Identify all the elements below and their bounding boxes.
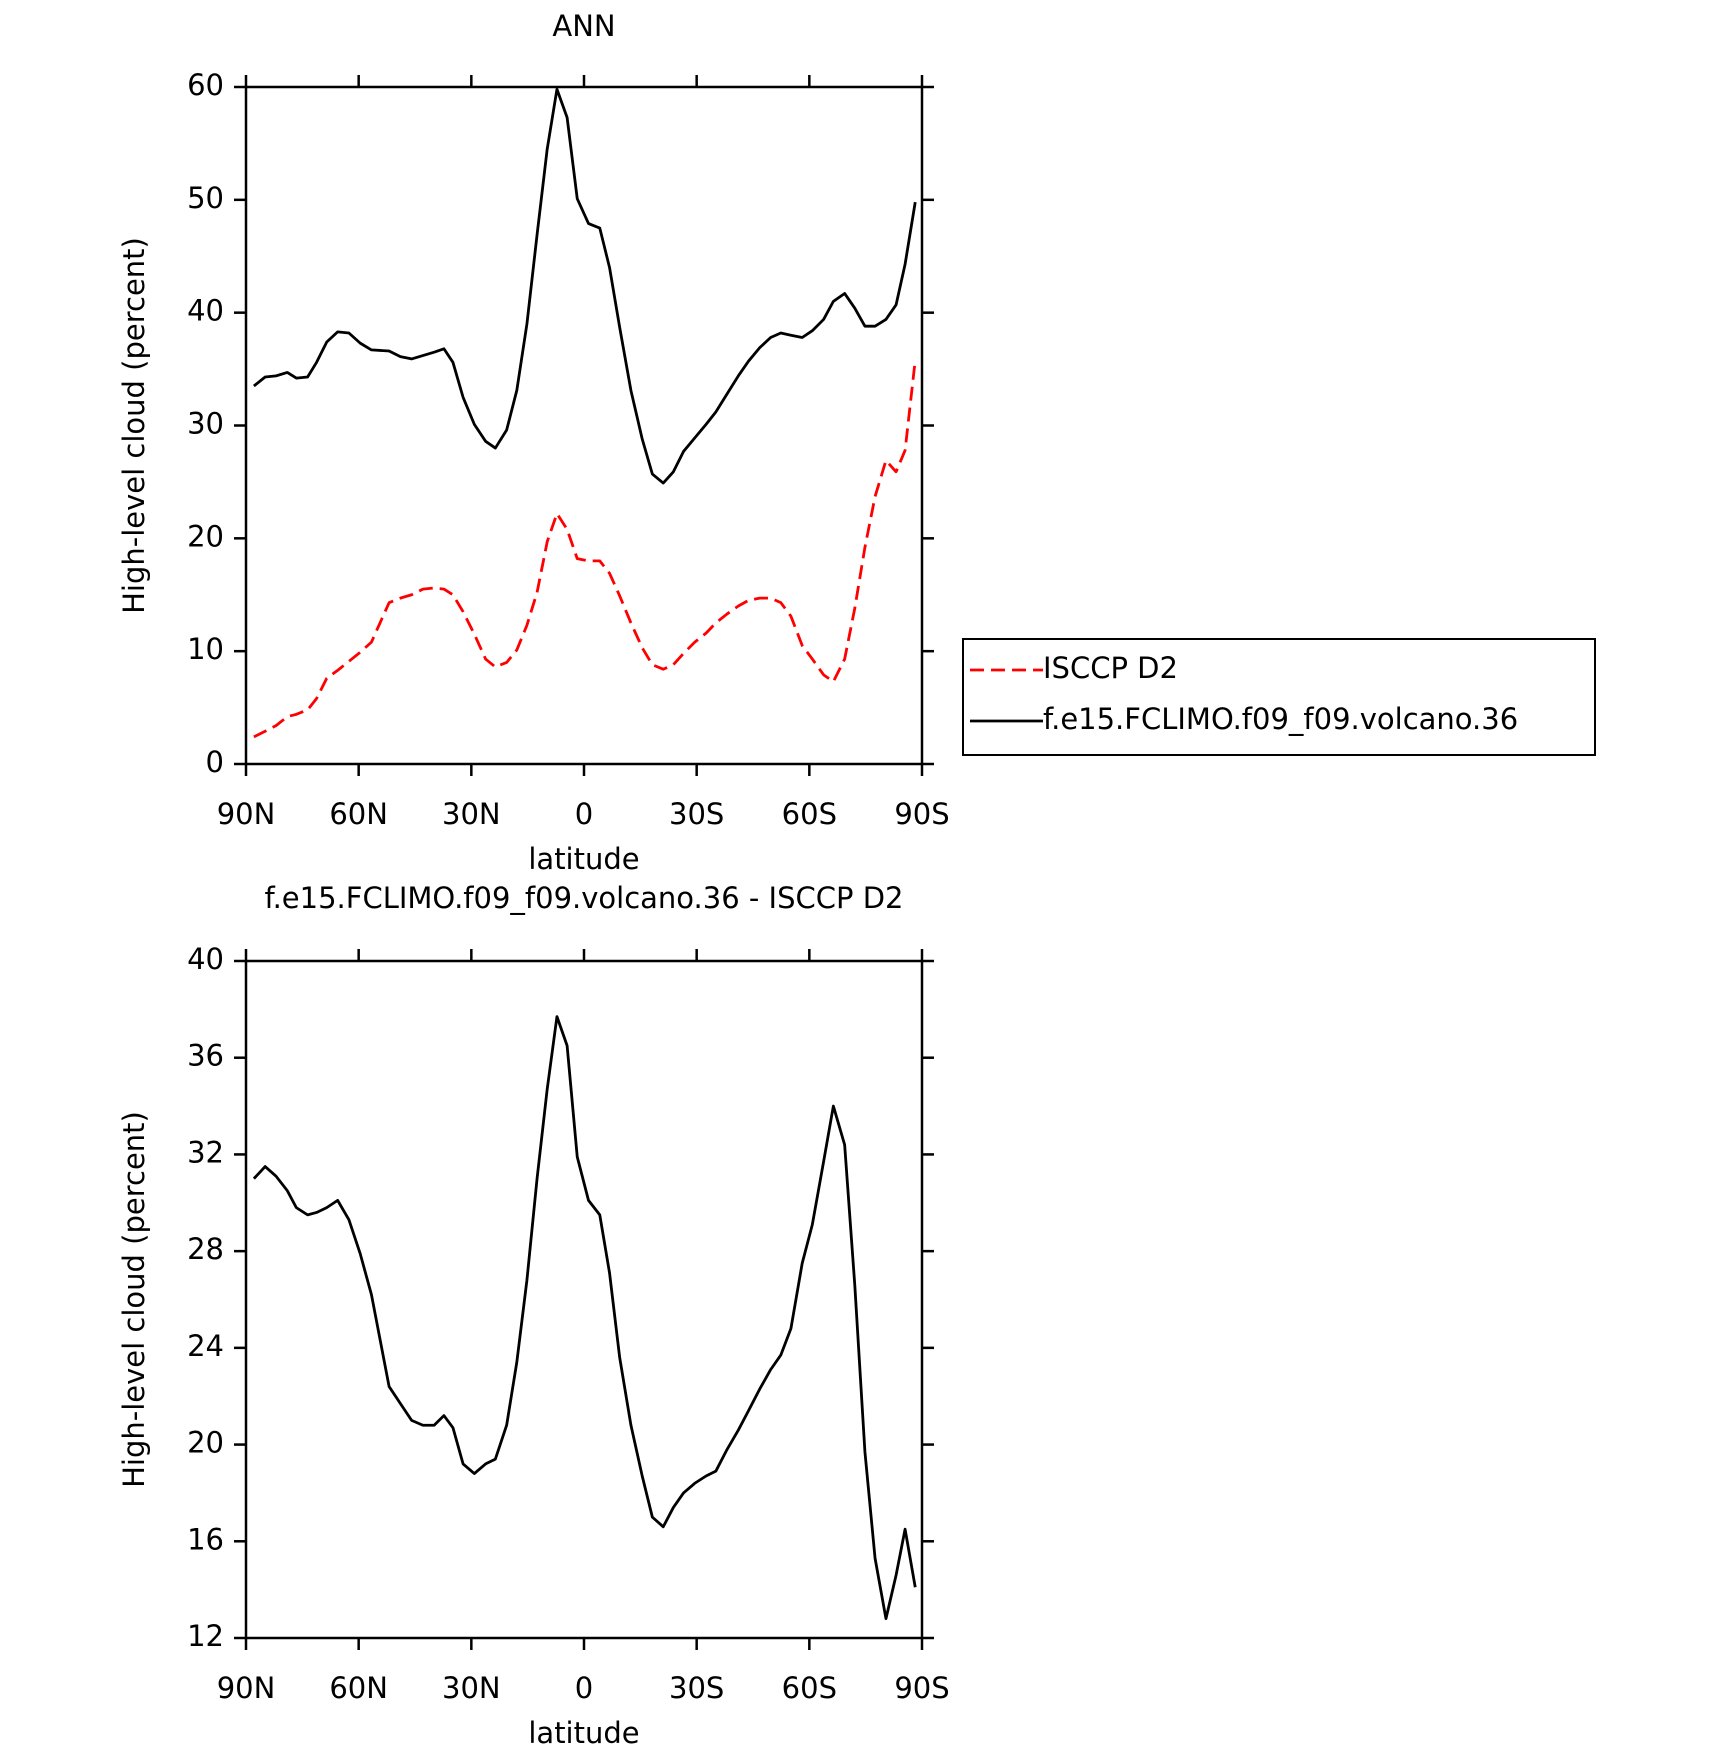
series-line bbox=[253, 87, 917, 485]
y-axis-label: High-level cloud (percent) bbox=[117, 1111, 151, 1488]
x-axis-label: latitude bbox=[528, 1716, 639, 1750]
y-tick-label: 30 bbox=[187, 407, 224, 441]
x-tick-label: 60S bbox=[782, 797, 837, 831]
y-tick-label: 28 bbox=[187, 1232, 224, 1266]
y-tick-label: 50 bbox=[187, 181, 224, 215]
y-tick-label: 10 bbox=[187, 632, 224, 666]
y-tick-label: 40 bbox=[187, 294, 224, 328]
y-tick-label: 20 bbox=[187, 519, 224, 553]
y-tick-label: 40 bbox=[187, 942, 224, 976]
x-axis-label: latitude bbox=[528, 842, 639, 876]
plot-frame bbox=[244, 959, 924, 1640]
y-tick-label: 32 bbox=[187, 1135, 224, 1169]
x-tick-label: 0 bbox=[575, 797, 593, 831]
legend-box bbox=[962, 638, 1596, 756]
x-tick-label: 90S bbox=[894, 1671, 949, 1705]
series-line bbox=[253, 359, 917, 739]
chart-title: ANN bbox=[552, 9, 615, 43]
x-tick-label: 60N bbox=[329, 797, 388, 831]
y-tick-label: 12 bbox=[187, 1619, 224, 1653]
chart-title: f.e15.FCLIMO.f09_f09.volcano.36 - ISCCP … bbox=[264, 881, 903, 915]
y-tick-label: 24 bbox=[187, 1329, 224, 1363]
x-tick-label: 30N bbox=[442, 1671, 501, 1705]
x-tick-label: 90N bbox=[217, 797, 276, 831]
y-tick-label: 0 bbox=[206, 745, 224, 779]
x-tick-label: 60N bbox=[329, 1671, 388, 1705]
y-tick-label: 36 bbox=[187, 1039, 224, 1073]
y-tick-label: 60 bbox=[187, 68, 224, 102]
x-tick-label: 30N bbox=[442, 797, 501, 831]
series-line bbox=[252, 1015, 917, 1621]
x-tick-label: 0 bbox=[575, 1671, 593, 1705]
legend: ISCCP D2 f.e15.FCLIMO.f09_f09.volcano.36 bbox=[962, 638, 1596, 756]
legend-label: f.e15.FCLIMO.f09_f09.volcano.36 bbox=[1043, 702, 1518, 736]
plot-frame bbox=[244, 85, 924, 766]
x-tick-label: 30S bbox=[669, 797, 724, 831]
y-tick-label: 20 bbox=[187, 1426, 224, 1460]
x-tick-label: 90S bbox=[894, 797, 949, 831]
x-tick-label: 90N bbox=[217, 1671, 276, 1705]
legend-label: ISCCP D2 bbox=[1043, 651, 1178, 685]
y-axis-label: High-level cloud (percent) bbox=[117, 237, 151, 614]
x-tick-label: 60S bbox=[782, 1671, 837, 1705]
x-tick-label: 30S bbox=[669, 1671, 724, 1705]
y-tick-label: 16 bbox=[187, 1522, 224, 1556]
